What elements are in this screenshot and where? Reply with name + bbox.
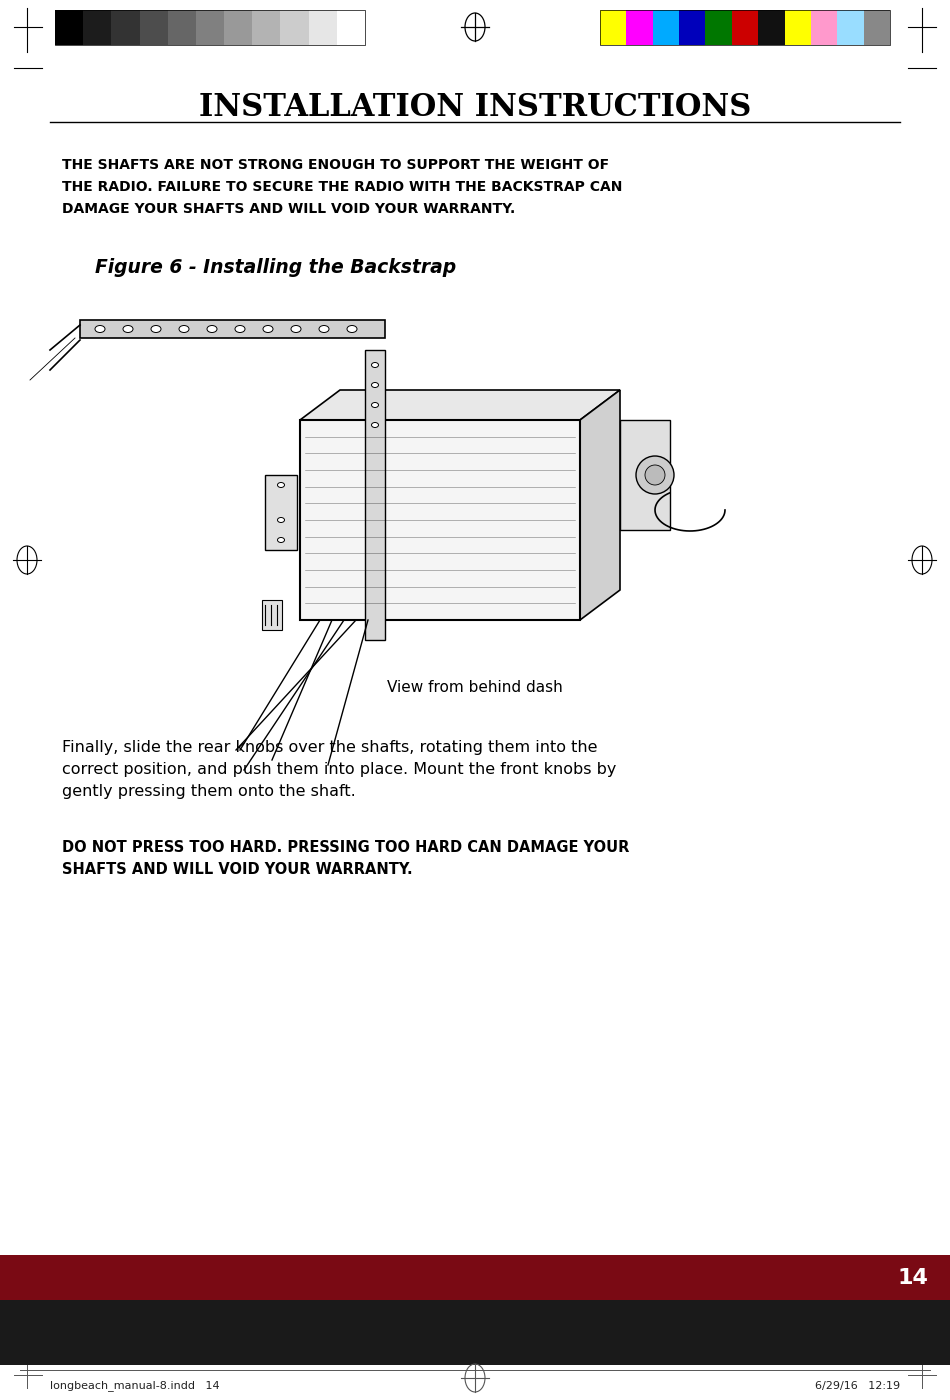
Bar [785,10,811,45]
Bar [620,420,670,531]
Ellipse shape [123,326,133,333]
Bar [0,1301,950,1365]
Ellipse shape [371,382,378,388]
Ellipse shape [636,456,674,494]
Bar [600,10,890,45]
Text: gently pressing them onto the shaft.: gently pressing them onto the shaft. [62,784,355,799]
Ellipse shape [645,465,665,484]
Bar [55,10,365,45]
Text: DO NOT PRESS TOO HARD. PRESSING TOO HARD CAN DAMAGE YOUR: DO NOT PRESS TOO HARD. PRESSING TOO HARD… [62,840,629,855]
Text: longbeach_manual-8.indd   14: longbeach_manual-8.indd 14 [50,1380,219,1392]
Bar [337,10,365,45]
Ellipse shape [347,326,357,333]
Polygon shape [300,391,620,420]
Ellipse shape [95,326,105,333]
Bar [732,10,758,45]
Bar [253,10,280,45]
Bar [300,420,580,620]
Bar [811,10,837,45]
Ellipse shape [319,326,329,333]
Bar [111,10,140,45]
Bar [309,10,337,45]
Ellipse shape [207,326,217,333]
Ellipse shape [371,423,378,427]
Text: SHAFTS AND WILL VOID YOUR WARRANTY.: SHAFTS AND WILL VOID YOUR WARRANTY. [62,862,412,876]
Ellipse shape [179,326,189,333]
Bar [0,1254,950,1301]
Text: 14: 14 [897,1267,928,1288]
Ellipse shape [277,538,284,542]
Bar [55,10,84,45]
Bar [168,10,196,45]
Bar [600,10,626,45]
Text: THE SHAFTS ARE NOT STRONG ENOUGH TO SUPPORT THE WEIGHT OF: THE SHAFTS ARE NOT STRONG ENOUGH TO SUPP… [62,158,609,172]
Text: correct position, and push them into place. Mount the front knobs by: correct position, and push them into pla… [62,762,617,777]
Bar [864,10,890,45]
Bar [706,10,732,45]
Ellipse shape [151,326,161,333]
Ellipse shape [277,518,284,522]
Text: Finally, slide the rear knobs over the shafts, rotating them into the: Finally, slide the rear knobs over the s… [62,741,598,755]
Text: THE RADIO. FAILURE TO SECURE THE RADIO WITH THE BACKSTRAP CAN: THE RADIO. FAILURE TO SECURE THE RADIO W… [62,181,622,195]
Ellipse shape [371,363,378,367]
Bar [224,10,253,45]
Bar [758,10,785,45]
Bar [280,10,309,45]
Ellipse shape [371,403,378,407]
Bar [196,10,224,45]
Bar [265,475,297,550]
Bar [140,10,168,45]
Ellipse shape [291,326,301,333]
Bar [365,350,385,640]
Ellipse shape [235,326,245,333]
Bar [84,10,111,45]
Bar [679,10,706,45]
Bar [626,10,653,45]
Ellipse shape [263,326,273,333]
Bar [837,10,864,45]
Text: Figure 6 - Installing the Backstrap: Figure 6 - Installing the Backstrap [95,258,456,277]
Bar [262,601,282,630]
Ellipse shape [277,483,284,487]
Bar [80,321,385,337]
Text: INSTALLATION INSTRUCTIONS: INSTALLATION INSTRUCTIONS [199,92,751,123]
Text: 6/29/16   12:19: 6/29/16 12:19 [815,1380,900,1392]
Polygon shape [580,391,620,620]
Text: View from behind dash: View from behind dash [388,680,562,694]
Text: DAMAGE YOUR SHAFTS AND WILL VOID YOUR WARRANTY.: DAMAGE YOUR SHAFTS AND WILL VOID YOUR WA… [62,202,515,216]
Bar [653,10,679,45]
